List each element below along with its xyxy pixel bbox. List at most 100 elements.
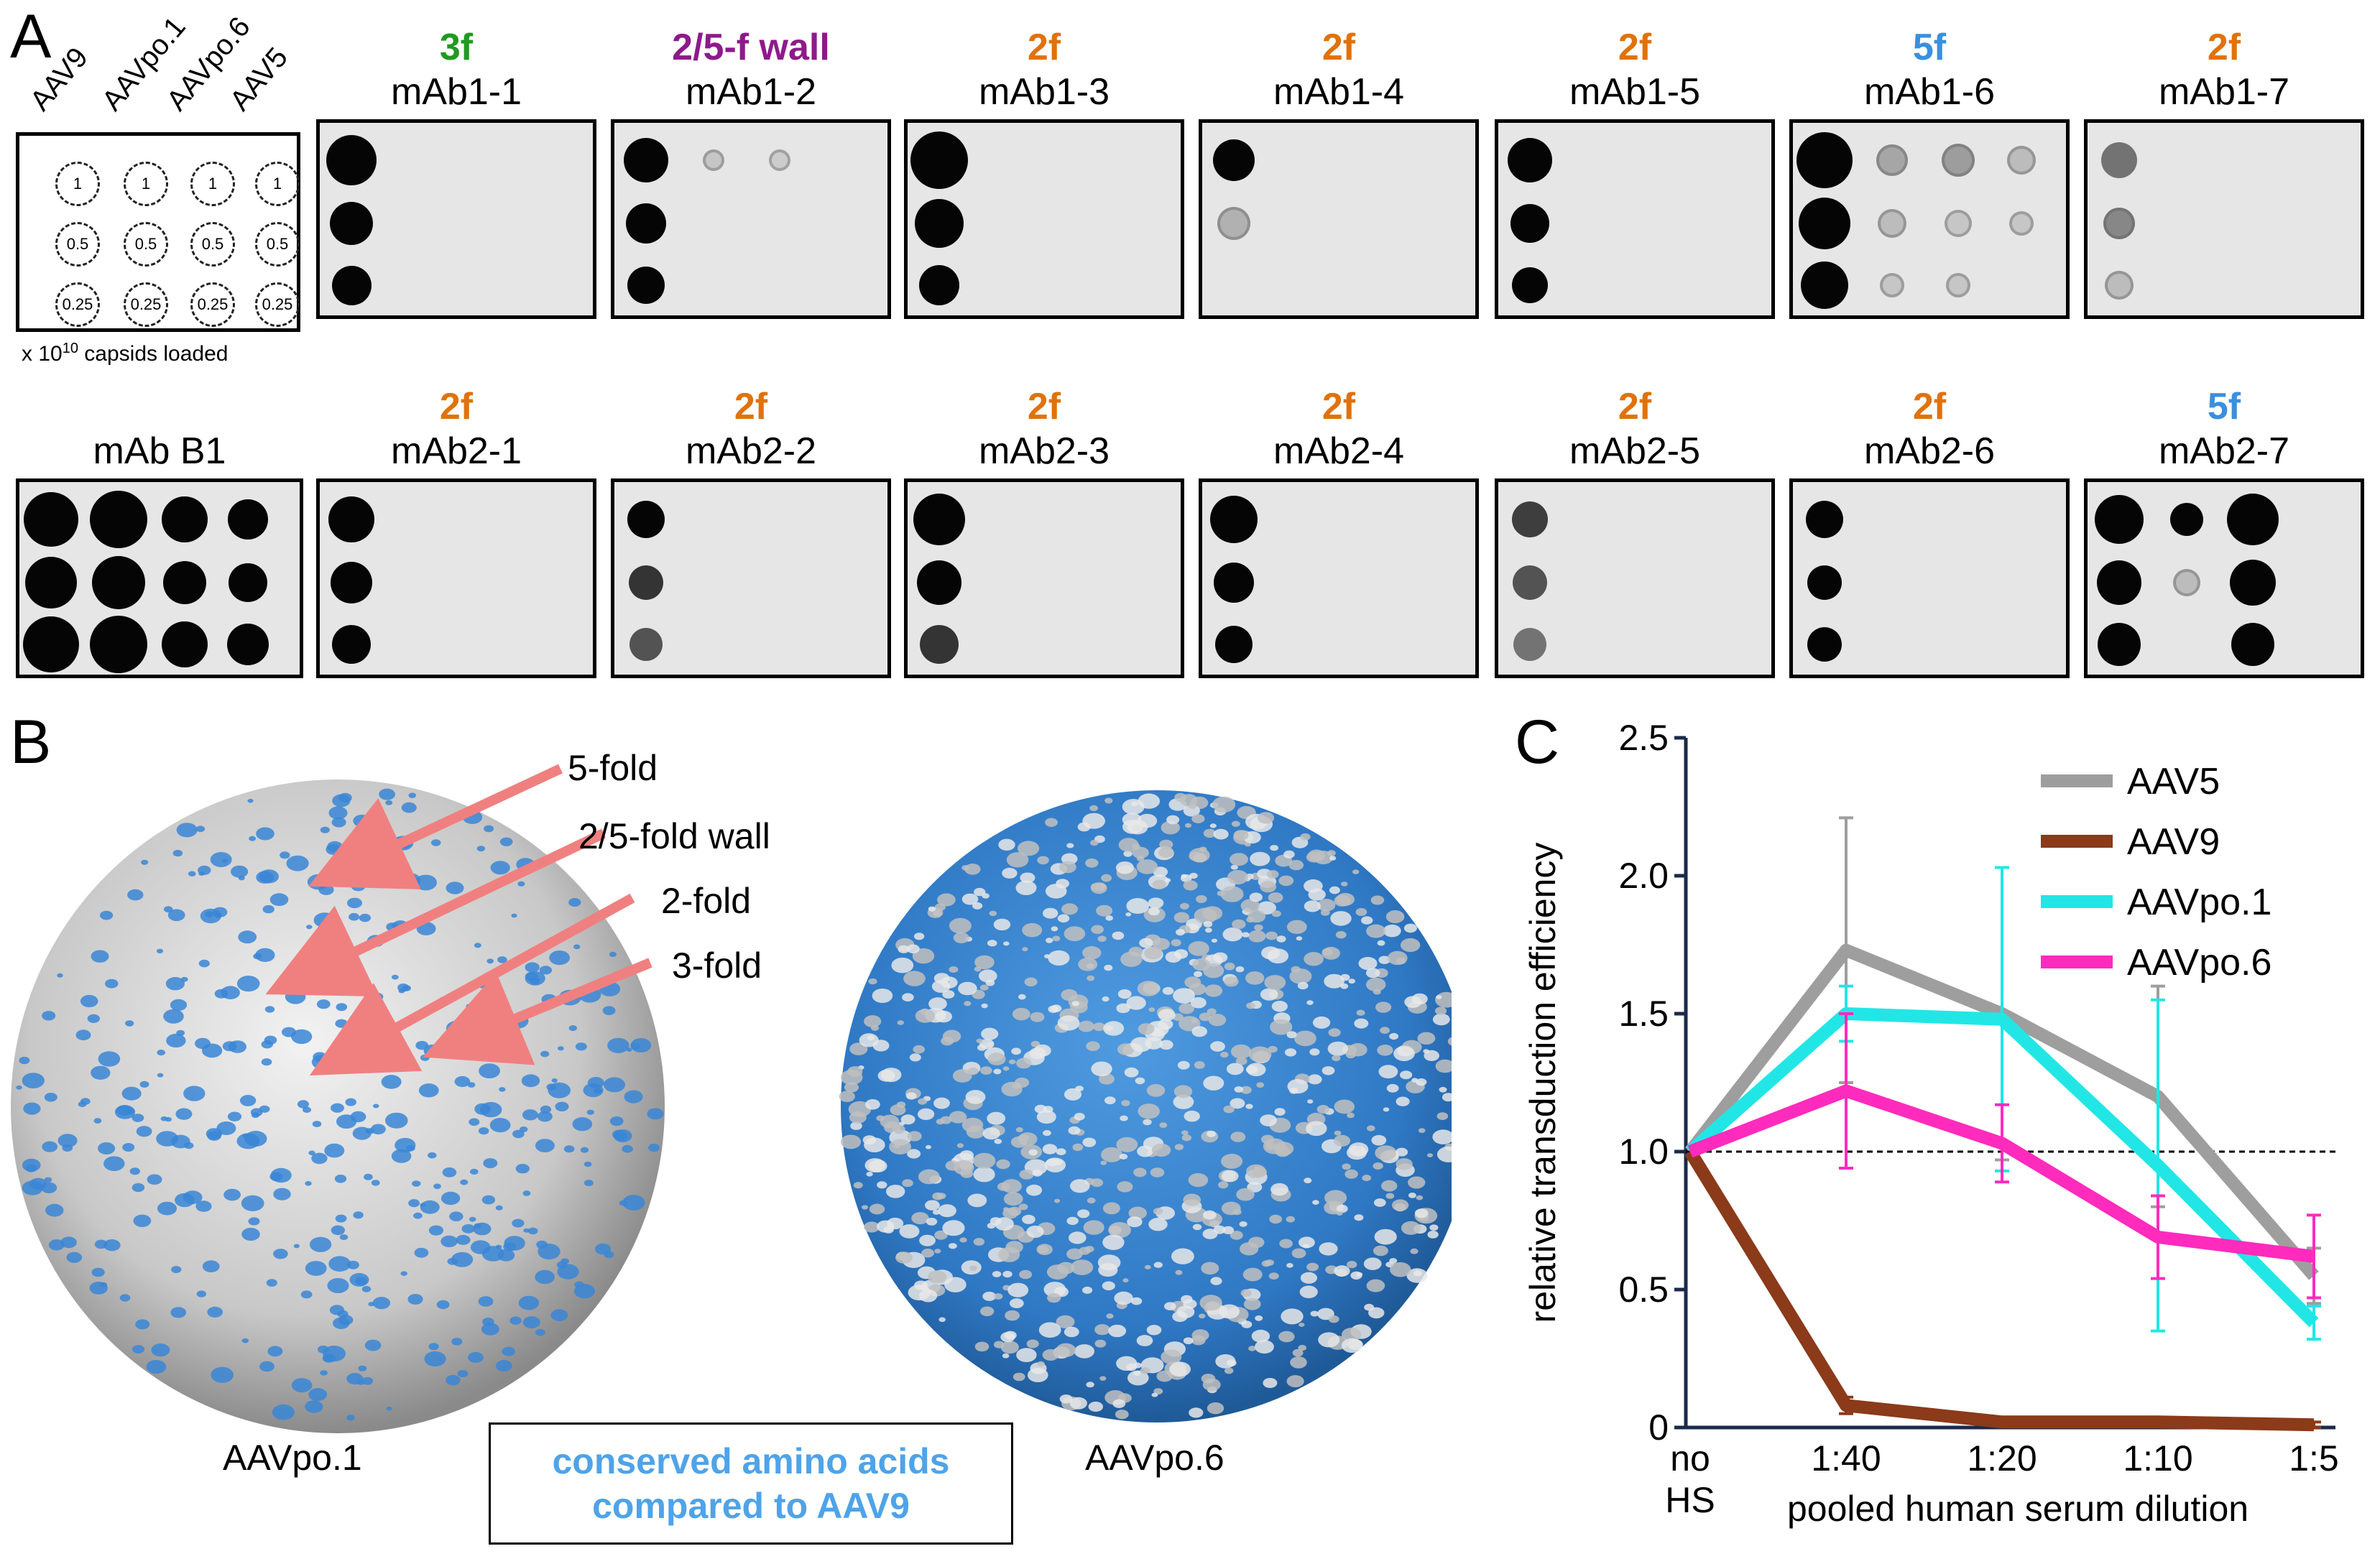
dot-blot-membrane [1789,478,2070,678]
blot-spot [2230,560,2276,606]
blot-spot [1942,144,1975,177]
blot-spot [25,557,77,609]
blot-spot [1210,496,1258,543]
blot-spot [2227,494,2279,545]
blot-spot [332,625,371,664]
blot-spot [915,199,964,248]
blot-spot [1807,627,1842,662]
blot-spot [1513,628,1546,661]
blot-panel: 2f mAb2-1 [316,388,596,678]
dot-legend-box: 1 1 1 1 0.5 0.5 0.5 0.5 0.25 0.25 0.25 0.25 [16,132,300,332]
blot-spot [162,621,208,667]
fold-label: 5-fold [568,748,658,788]
load-circle: 0.5 [124,222,168,267]
x-tick-label: 1:20 [1967,1438,2037,1479]
blot-spot [1945,210,1972,237]
blot-spot [228,499,268,540]
blot-spot [229,563,267,602]
binding-site-label: 2f [1912,386,1947,427]
legend-entry: AAVpo.1 [2127,882,2271,923]
blot-spot [331,562,372,603]
y-tick-label: 2.5 [1618,718,1669,758]
load-circle: 0.25 [55,282,100,327]
series-line [1684,1148,2315,1432]
blot-spot [1876,144,1908,176]
load-circle: 1 [255,162,300,206]
series-AAVpo.6 [1687,1012,2321,1300]
blot-spot [92,556,145,609]
antibody-label: mAb1-1 [390,71,522,113]
blot-spot [1512,267,1548,303]
blot-spot [2095,495,2144,544]
binding-site-label: 2/5-f wall [672,27,830,68]
dot-blot-membrane [1495,119,1775,319]
conserved-legend-box: conserved amino acids compared to AAV9 [489,1422,1013,1545]
antibody-label: mAb1-3 [978,71,1110,113]
binding-site-label: 2f [1322,27,1356,68]
blot-spot [1510,204,1549,243]
x-tick-label: 1:40 [1811,1438,1881,1479]
dot-blot-membrane [1199,119,1479,319]
y-tick-label: 0.5 [1618,1269,1669,1310]
binding-site-label: 2f [1618,27,1652,68]
blot-spot [328,496,374,542]
binding-site-label: 2f [734,386,768,427]
binding-site-label: 2f [1027,27,1061,68]
blot-spot [703,149,724,171]
binding-site-label: 2f [439,386,474,427]
load-circle: 0.25 [190,282,235,327]
blot-spot [1512,501,1548,537]
blot-spot [90,616,147,673]
blot-spot [2170,503,2203,536]
load-circle: 1 [190,162,235,206]
antibody-label: mAb2-6 [1863,430,1996,472]
blot-panel: 2/5-f wall mAb1-2 [611,29,891,319]
blot-spot [910,131,968,189]
load-circle: 0.5 [255,222,300,267]
y-axis-label: relative transduction efficiency [1523,843,1563,1323]
note-exponent: 10 [62,341,78,356]
conserved-line-1: conserved amino acids [552,1440,950,1481]
blot-spot [1807,565,1842,600]
dot-blot-membrane [904,478,1184,678]
blot-spot [629,565,663,600]
dot-blot-membrane [316,119,596,319]
load-circle: 1 [124,162,168,206]
x-tick-label: 1:10 [2123,1438,2192,1479]
blot-spot [1880,273,1904,297]
dot-blot-membrane [611,119,891,319]
blot-panel: 3f mAb1-1 [316,29,596,319]
dot-blot-membrane [316,478,596,678]
blot-spot [917,560,961,605]
blot-spot [627,267,665,304]
blot-panel: 2f mAb1-4 [1199,29,1479,319]
blot-spot [1806,501,1843,538]
blot-spot [24,492,78,547]
legend-entry: AAVpo.6 [2127,942,2271,984]
dot-blot-membrane [1789,119,2070,319]
blot-spot [2101,142,2137,178]
legend-entry: AAV5 [2127,761,2220,802]
antibody-label: mAb2-2 [685,430,817,472]
blot-spot [920,625,959,664]
antibody-label: mAb1-4 [1273,71,1405,113]
blot-spot [1215,626,1253,663]
y-tick-label: 1.5 [1618,994,1669,1034]
blot-spot [1878,209,1906,238]
load-circle: 0.25 [255,282,300,327]
conserved-line-2: compared to AAV9 [592,1486,910,1526]
fold-label: 3-fold [672,945,762,986]
blot-spot [1214,563,1254,603]
antibody-label: mAb1-6 [1863,71,1996,113]
blot-spot [919,265,959,305]
load-circle: 1 [55,162,100,206]
binding-site-label: 2f [1027,386,1061,427]
capsid-label-aavpo1: AAVpo.1 [223,1438,362,1478]
blot-spot [2097,560,2141,605]
transduction-chart: 0 0.5 1.0 1.5 2.0 2.5 relative transduction ef… [1523,718,2339,1529]
legend-entry: AAV9 [2127,821,2220,863]
antibody-label: mAb1-2 [685,71,817,113]
load-circle: 0.25 [124,282,168,327]
antibody-label: mAb1-7 [2158,71,2290,113]
blot-spot [326,135,377,185]
